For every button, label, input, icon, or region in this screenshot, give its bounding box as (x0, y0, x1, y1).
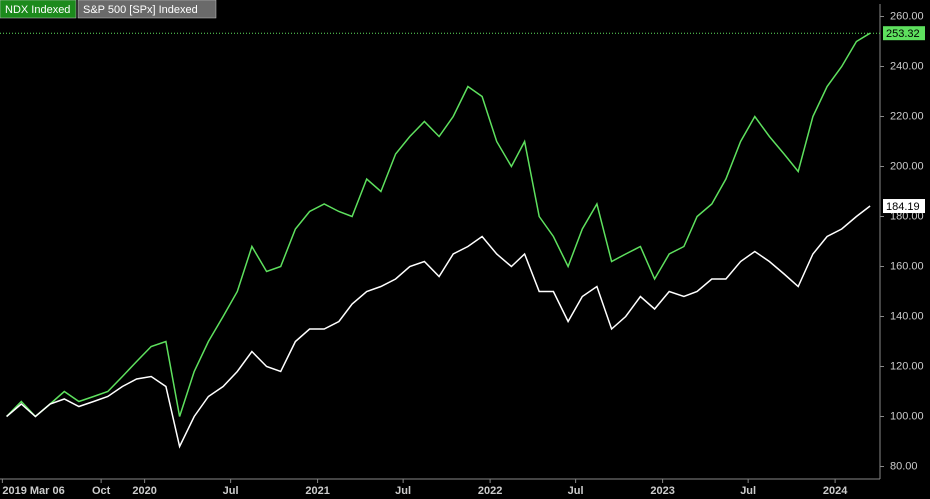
x-tick-label: Jul (223, 485, 239, 497)
x-tick-label: 2020 (132, 485, 156, 497)
x-tick-label: Jul (740, 485, 756, 497)
y-tick-label: 120.00 (890, 360, 924, 372)
y-tick-label: 180.00 (890, 210, 924, 222)
last-value-box (883, 199, 925, 214)
series-line (6, 32, 871, 418)
x-tick-label: 2021 (305, 485, 329, 497)
x-tick-label: 2019 Mar 06 (2, 485, 64, 497)
x-tick-label: 2022 (478, 485, 502, 497)
x-tick-label: Oct (92, 485, 111, 497)
y-tick-label: 140.00 (890, 310, 924, 322)
last-value-label: 184.19 (886, 201, 920, 213)
y-tick-label: 240.00 (890, 60, 924, 72)
y-tick-label: 100.00 (890, 410, 924, 422)
y-tick-label: 80.00 (890, 460, 918, 472)
x-tick-label: 2024 (823, 485, 848, 497)
legend-box (77, 0, 217, 19)
x-tick-label: Jul (395, 485, 411, 497)
last-value-box (883, 26, 925, 41)
y-tick-label: 160.00 (890, 260, 924, 272)
x-tick-label: 2023 (650, 485, 674, 497)
legend-label: NDX Indexed (5, 4, 70, 16)
last-value-label: 253.32 (886, 28, 920, 40)
legend-box (0, 0, 77, 19)
y-tick-label: 260.00 (890, 10, 924, 22)
series-line (6, 205, 871, 449)
y-tick-label: 200.00 (890, 160, 924, 172)
y-tick-label: 220.00 (890, 110, 924, 122)
legend-label: S&P 500 [SPx] Indexed (83, 4, 198, 16)
x-tick-label: Jul (568, 485, 584, 497)
